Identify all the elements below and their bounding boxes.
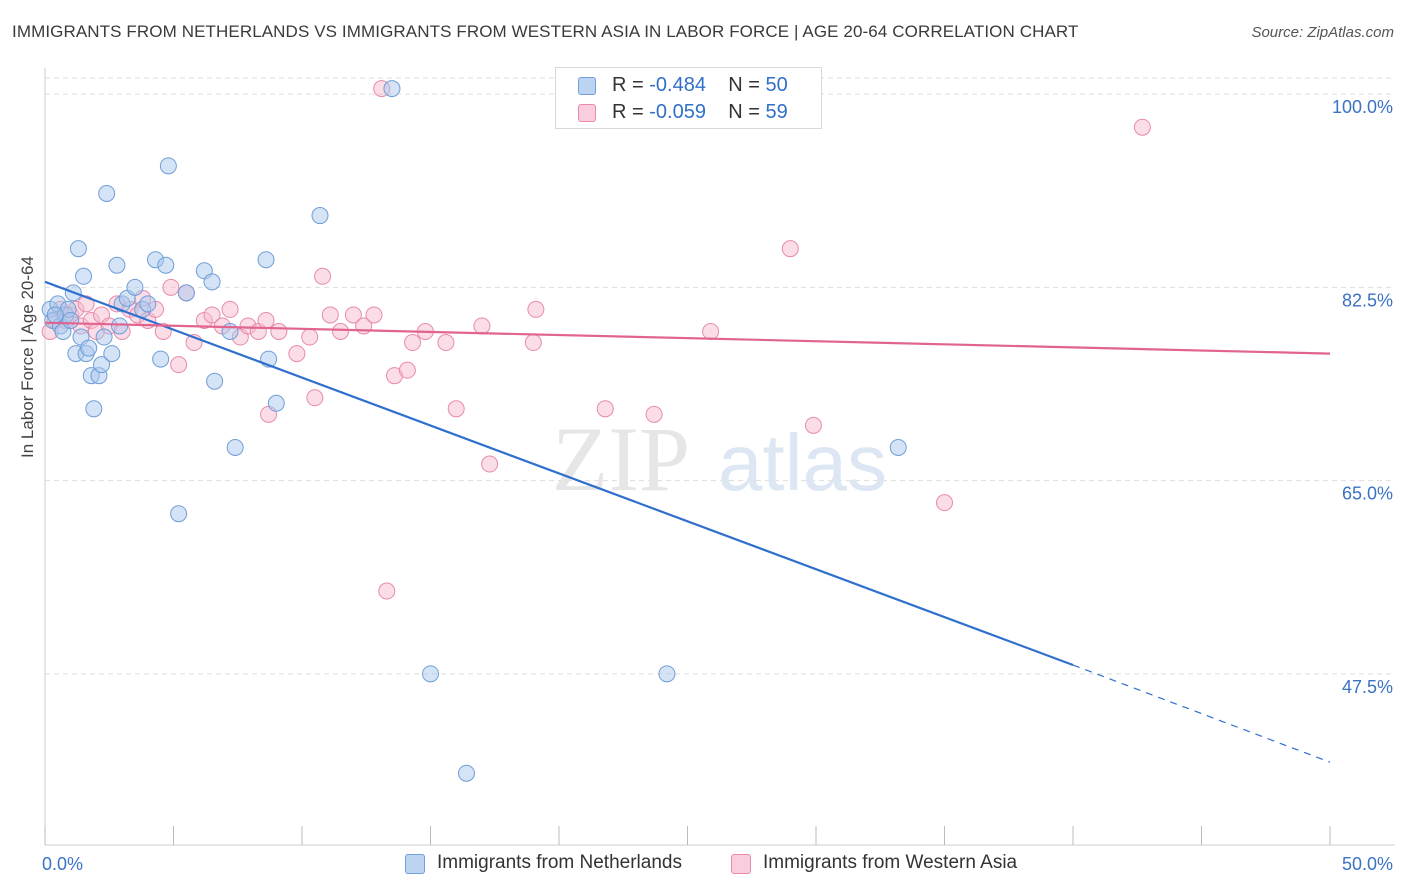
netherlands-point xyxy=(75,267,93,285)
netherlands-point xyxy=(80,339,98,357)
netherlands-point xyxy=(98,184,116,202)
western-asia-point xyxy=(473,317,491,335)
y-tick-label: 65.0% xyxy=(1342,484,1393,504)
western-asia-point xyxy=(1133,118,1151,136)
netherlands-point xyxy=(93,356,111,374)
bottom-legend-label: Immigrants from Netherlands xyxy=(437,852,682,873)
netherlands-point xyxy=(139,295,157,313)
netherlands-point xyxy=(658,665,676,683)
legend-r-label: R = xyxy=(612,101,644,123)
watermark: ZIP atlas xyxy=(552,408,887,510)
correlation-legend: R = -0.484 N = 50 R = -0.059 N = 59 xyxy=(555,67,822,129)
netherlands-point xyxy=(457,764,475,782)
bottom-legend-swatch-pink xyxy=(731,854,751,874)
western-asia-point xyxy=(404,334,422,352)
western-asia-point xyxy=(398,361,416,379)
western-asia-point xyxy=(481,455,499,473)
x-tick-label: 0.0% xyxy=(42,854,83,874)
source-label: Source: ZipAtlas.com xyxy=(1251,24,1394,41)
western-asia-point xyxy=(306,389,324,407)
netherlands-point xyxy=(311,207,329,225)
legend-n-value: 59 xyxy=(765,101,788,123)
western-asia-point xyxy=(221,300,239,318)
western-asia-point xyxy=(203,306,221,324)
western-asia-point xyxy=(301,328,319,346)
western-asia-point xyxy=(77,295,95,313)
western-asia-point xyxy=(804,416,822,434)
series-western-asia-points xyxy=(41,80,1151,600)
western-asia-point xyxy=(314,267,332,285)
y-tick-label: 47.5% xyxy=(1342,677,1393,697)
legend-r-label: R = xyxy=(612,74,644,96)
netherlands-point xyxy=(108,256,126,274)
netherlands-point xyxy=(889,438,907,456)
netherlands-point xyxy=(257,251,275,269)
legend-r-value: -0.059 xyxy=(649,101,706,123)
western-asia-point xyxy=(365,306,383,324)
watermark-atlas: atlas xyxy=(718,418,887,507)
western-asia-point xyxy=(378,582,396,600)
chart-title: IMMIGRANTS FROM NETHERLANDS VS IMMIGRANT… xyxy=(12,22,1079,41)
netherlands-point xyxy=(383,80,401,98)
netherlands-point xyxy=(111,317,129,335)
netherlands-point xyxy=(170,505,188,523)
western-asia-point xyxy=(596,400,614,418)
legend-n-value: 50 xyxy=(765,74,788,96)
western-asia-trendline xyxy=(44,321,1331,355)
bottom-legend-swatch-blue xyxy=(405,854,425,874)
y-axis-label: In Labor Force | Age 20-64 xyxy=(18,256,37,458)
y-tick-label: 82.5% xyxy=(1342,290,1393,310)
western-asia-point xyxy=(162,278,180,296)
western-asia-point xyxy=(702,323,720,341)
trendlines xyxy=(44,280,1331,763)
netherlands-point xyxy=(422,665,439,683)
netherlands-point xyxy=(69,240,87,258)
netherlands-point xyxy=(95,328,113,346)
legend-swatch-pink xyxy=(578,104,596,122)
western-asia-point xyxy=(936,494,953,512)
western-asia-point xyxy=(781,240,799,258)
netherlands-trendline-extension xyxy=(1072,664,1331,763)
netherlands-point xyxy=(152,350,170,368)
legend-n-label: N = xyxy=(728,74,760,96)
western-asia-point xyxy=(344,306,362,324)
western-asia-point xyxy=(270,323,288,341)
x-tick-label: 50.0% xyxy=(1342,854,1393,874)
netherlands-point xyxy=(159,157,177,175)
bottom-legend-label: Immigrants from Western Asia xyxy=(763,852,1018,873)
western-asia-point xyxy=(645,405,663,423)
netherlands-point xyxy=(62,311,80,329)
netherlands-point xyxy=(226,438,244,456)
netherlands-trendline xyxy=(44,280,1074,667)
y-tick-label: 100.0% xyxy=(1332,97,1393,117)
western-asia-point xyxy=(288,345,306,363)
netherlands-point xyxy=(126,278,144,296)
western-asia-point xyxy=(170,356,188,374)
watermark-zip: ZIP xyxy=(552,408,690,510)
western-asia-point xyxy=(437,334,455,352)
netherlands-point xyxy=(177,284,195,302)
western-asia-point xyxy=(524,334,542,352)
netherlands-point xyxy=(203,273,221,291)
gridlines xyxy=(45,77,1395,675)
western-asia-point xyxy=(321,306,339,324)
netherlands-point xyxy=(157,256,175,274)
netherlands-point xyxy=(103,345,121,363)
legend-swatch-blue xyxy=(578,77,596,95)
axes xyxy=(44,68,1395,846)
series-netherlands-points xyxy=(41,80,907,782)
legend-r-value: -0.484 xyxy=(649,74,706,96)
western-asia-point xyxy=(332,323,350,341)
western-asia-point xyxy=(527,300,545,318)
netherlands-point xyxy=(206,372,224,390)
western-asia-point xyxy=(447,400,465,418)
legend-n-label: N = xyxy=(728,101,760,123)
tick-labels: 47.5% 65.0% 82.5% 100.0% 0.0% 50.0% xyxy=(42,97,1393,874)
western-asia-point xyxy=(257,311,275,329)
netherlands-point xyxy=(46,306,64,324)
netherlands-point xyxy=(267,394,285,412)
netherlands-point xyxy=(85,400,103,418)
